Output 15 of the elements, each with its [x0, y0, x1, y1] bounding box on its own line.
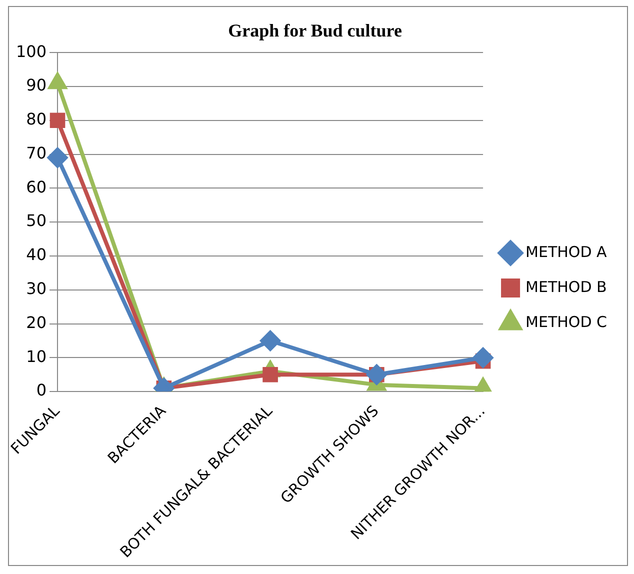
chart-title: Graph for Bud culture [228, 20, 402, 40]
y-tick-label: 20 [26, 312, 47, 332]
y-tick-label: 80 [26, 110, 47, 129]
y-tick-label: 100 [16, 42, 47, 61]
legend-label: METHOD B [526, 278, 607, 296]
y-tick-label: 10 [26, 346, 47, 366]
y-tick-label: 0 [36, 380, 47, 400]
y-tick-label: 60 [26, 177, 47, 196]
y-tick-label: 50 [26, 211, 47, 230]
y-tick-label: 30 [26, 279, 47, 298]
legend-label: METHOD A [526, 242, 608, 261]
y-tick-label: 70 [26, 143, 47, 162]
legend-label: METHOD C [526, 312, 608, 331]
y-tick-label: 90 [26, 76, 47, 95]
y-tick-label: 40 [26, 245, 47, 264]
